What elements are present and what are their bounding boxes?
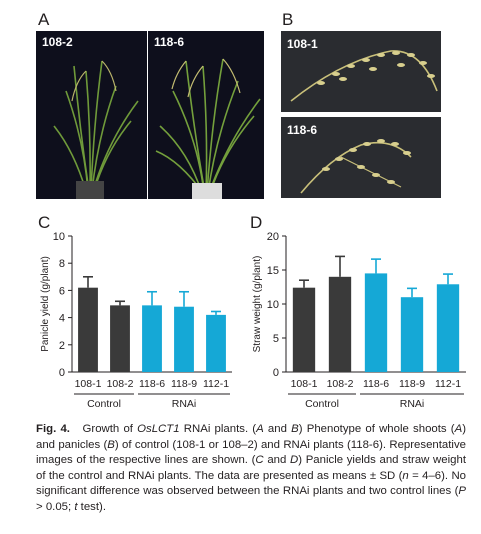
rice-shoot-illustration (53, 60, 139, 199)
photo-shoot-rnai: 118-6 (148, 31, 264, 199)
x-tick-label: 112-1 (203, 378, 229, 390)
caption-var: t (74, 500, 78, 513)
caption-fig-label: Fig. 4. (36, 423, 70, 435)
panel-letter-b: B (282, 10, 294, 29)
y-tick-label: 0 (59, 367, 65, 379)
photo-label-b1: 108-1 (287, 37, 318, 51)
panicle-yield-chart: 0 2 4 6 8 10 Panicle yield (g/plant) 108-1 108-2… (40, 231, 232, 410)
bar (206, 314, 226, 372)
figure-caption: Fig. 4. Growth of OsLCT1 RNAi plants. (A… (36, 422, 466, 515)
caption-text: Growth of (82, 423, 138, 435)
bar (328, 276, 352, 372)
y-tick-label: 5 (273, 333, 279, 345)
bar (400, 297, 424, 372)
photo-shoot-control: 108-2 (36, 31, 147, 199)
caption-text: ) Panicle yields and straw weight of the… (36, 454, 466, 482)
y-tick-label: 6 (59, 285, 65, 297)
x-tick-label: 108-1 (75, 378, 102, 390)
photo-label-b2: 118-6 (287, 123, 318, 137)
x-tick-label: 112-1 (435, 378, 461, 390)
caption-var: P (458, 485, 466, 497)
caption-text: and (263, 454, 290, 466)
straw-weight-chart: 0 5 10 15 20 Straw weight (g/plant) 108-1 108-2… (252, 231, 466, 410)
bar (174, 306, 194, 372)
y-axis-label: Panicle yield (g/plant) (40, 256, 51, 352)
caption-text: = 4–6). No significant difference was ob… (36, 469, 467, 498)
x-tick-label: 118-9 (399, 378, 425, 390)
caption-gene: OsLCT1 (137, 423, 180, 435)
bar (364, 273, 388, 372)
x-tick-label: 118-6 (139, 378, 165, 390)
caption-panel-ref: B (107, 438, 115, 451)
photo-label-a1: 108-2 (42, 35, 73, 49)
x-tick-label: 108-2 (107, 378, 134, 390)
caption-text: > 0.05; (36, 500, 75, 513)
group-label: Control (305, 398, 339, 410)
x-tick-label: 108-1 (291, 378, 318, 390)
caption-text: test). (77, 500, 106, 513)
y-tick-label: 2 (59, 340, 65, 352)
y-tick-label: 15 (267, 265, 279, 277)
photo-panicle-control: 108-1 (281, 31, 441, 112)
caption-panel-ref: A (454, 423, 463, 435)
photo-panicle-rnai: 118-6 (281, 117, 441, 198)
y-tick-label: 10 (53, 231, 65, 243)
y-tick-label: 8 (59, 258, 65, 270)
caption-text: ) of control (108-1 or 108–2) and RNAi p… (36, 438, 466, 467)
caption-panel-ref: C (255, 454, 264, 466)
caption-text: and (263, 423, 292, 435)
caption-panel-ref: D (290, 454, 299, 466)
y-tick-label: 20 (267, 231, 279, 243)
caption-panel-ref: A (256, 423, 264, 435)
y-tick-label: 4 (59, 313, 65, 325)
y-tick-label: 10 (267, 299, 279, 311)
y-tick-label: 0 (273, 367, 279, 379)
caption-text: ) and panicles ( (36, 423, 466, 451)
panicle-illustration (290, 50, 438, 102)
panicle-illustration (300, 139, 412, 194)
group-label: RNAi (172, 398, 197, 410)
bar (110, 305, 130, 372)
caption-panel-ref: B (291, 423, 299, 435)
rice-shoot-illustration (155, 58, 261, 199)
panel-letter-d: D (250, 213, 263, 232)
bar (78, 287, 98, 372)
bar (292, 287, 316, 372)
x-tick-label: 108-2 (327, 378, 354, 390)
panel-letter-c: C (38, 213, 51, 232)
bar (436, 284, 460, 372)
caption-var: n (402, 469, 409, 482)
x-tick-label: 118-9 (171, 378, 197, 390)
y-axis-label: Straw weight (g/plant) (252, 256, 263, 353)
caption-text: ) Phenotype of whole shoots ( (298, 423, 455, 435)
bar (142, 305, 162, 372)
group-label: Control (87, 398, 121, 410)
caption-text: RNAi plants. ( (179, 423, 257, 435)
panel-letter-a: A (38, 10, 50, 29)
x-tick-label: 118-6 (363, 378, 389, 390)
group-label: RNAi (400, 398, 425, 410)
photo-label-a2: 118-6 (154, 35, 185, 49)
